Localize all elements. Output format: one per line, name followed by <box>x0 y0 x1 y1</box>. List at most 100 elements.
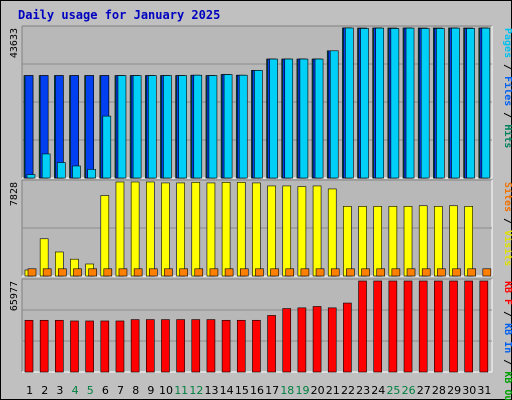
visits-bar <box>403 206 413 277</box>
sites-bar <box>255 268 264 277</box>
sites-bar <box>330 268 340 277</box>
x-tick-label: 12 <box>189 384 203 397</box>
kb-bar <box>55 319 64 373</box>
visits-bar <box>312 185 322 277</box>
x-tick-label: 4 <box>72 384 79 397</box>
visits-bar <box>115 181 125 277</box>
pages-bar <box>284 58 294 179</box>
pages-bar <box>436 28 445 179</box>
axis-label-segment: Hits <box>502 124 512 148</box>
x-tick-label: 25 <box>386 384 400 397</box>
pages-bar <box>299 58 309 179</box>
kb-bar <box>388 280 398 373</box>
pages-bar <box>390 28 400 179</box>
visits-bar <box>297 186 307 277</box>
kb-bar <box>39 319 49 373</box>
kb-bar <box>221 319 231 373</box>
sites-bar <box>27 268 37 277</box>
sites-bar <box>391 268 401 277</box>
x-tick-label: 8 <box>132 384 139 397</box>
x-tick-label: 30 <box>462 384 476 397</box>
kb-bar <box>282 308 292 373</box>
kb-bar <box>252 319 261 373</box>
visits-bar <box>282 185 292 277</box>
visits-bar <box>434 206 443 277</box>
x-tick-label: 24 <box>371 384 385 397</box>
x-tick-label: 17 <box>265 384 279 397</box>
sites-bar <box>88 268 97 277</box>
kb-bar <box>24 319 34 373</box>
series-axis-label: KB F / KB In / KB Out <box>502 281 512 400</box>
sites-bar <box>285 268 295 277</box>
y-max-label: 7828 <box>9 182 20 206</box>
panel-kb-in-out: 65977 KB F / KB In / KB Out <box>9 278 512 400</box>
kb-bar <box>418 280 428 373</box>
pages-bar <box>72 165 81 179</box>
axis-label-segment: KB F <box>502 281 512 305</box>
sites-bar <box>209 268 219 277</box>
kb-bar <box>191 319 201 373</box>
x-tick-label: 3 <box>56 384 63 397</box>
visits-bar <box>191 182 201 277</box>
x-tick-label: 9 <box>147 384 154 397</box>
x-tick-label: 19 <box>295 384 309 397</box>
pages-bar <box>269 58 278 179</box>
x-tick-label: 7 <box>117 384 124 397</box>
kb-bar <box>115 320 125 373</box>
kb-bar <box>343 302 352 373</box>
axis-label-segment: / <box>502 58 512 76</box>
x-tick-label: 6 <box>102 384 109 397</box>
x-tick-label: 18 <box>280 384 294 397</box>
visits-bar <box>373 206 383 277</box>
files-bar <box>24 75 34 179</box>
pages-bar <box>420 28 430 179</box>
pages-bar <box>466 28 475 179</box>
axis-label-segment: Visits <box>502 230 512 266</box>
pages-bar <box>238 74 248 179</box>
pages-bar <box>451 27 460 179</box>
x-tick-label: 23 <box>356 384 370 397</box>
pages-bar <box>87 169 96 179</box>
kb-bar <box>176 319 185 373</box>
axis-label-segment: Sites <box>502 182 512 212</box>
sites-bar <box>437 268 446 277</box>
y-max-label: 65977 <box>9 281 20 311</box>
x-tick-label: 21 <box>326 384 340 397</box>
pages-bar <box>223 74 233 179</box>
pages-bar <box>41 153 51 179</box>
axis-label-segment: Pages <box>502 28 512 58</box>
x-tick-label: 27 <box>417 384 431 397</box>
visits-bar <box>464 206 473 277</box>
sites-bar <box>118 268 128 277</box>
pages-bar <box>102 115 112 179</box>
kb-bar <box>100 320 110 373</box>
x-tick-label: 13 <box>205 384 219 397</box>
visits-bar <box>236 182 246 277</box>
kb-bar <box>236 319 246 373</box>
sites-bar <box>315 268 325 277</box>
x-tick-label: 14 <box>220 384 234 397</box>
sites-bar <box>467 268 476 277</box>
sites-bar <box>376 268 386 277</box>
pages-bar <box>329 50 339 179</box>
sites-bar <box>103 268 113 277</box>
kb-bar <box>85 320 94 373</box>
x-tick-label: 10 <box>159 384 173 397</box>
sites-bar <box>406 268 416 277</box>
visits-bar <box>343 206 352 277</box>
axis-label-segment: KB Out <box>502 371 512 400</box>
visits-bar <box>449 205 458 277</box>
visits-bar <box>176 182 185 277</box>
kb-bar <box>267 315 276 373</box>
visits-bar <box>327 188 337 277</box>
visits-bar <box>252 182 261 277</box>
sites-bar <box>224 268 234 277</box>
visits-bar <box>388 206 398 277</box>
sites-bar <box>179 268 188 277</box>
pages-bar <box>345 27 354 179</box>
x-tick-label: 20 <box>311 384 325 397</box>
axis-label-segment: / <box>502 212 512 230</box>
kb-bar <box>130 319 140 373</box>
pages-bar <box>132 75 142 179</box>
